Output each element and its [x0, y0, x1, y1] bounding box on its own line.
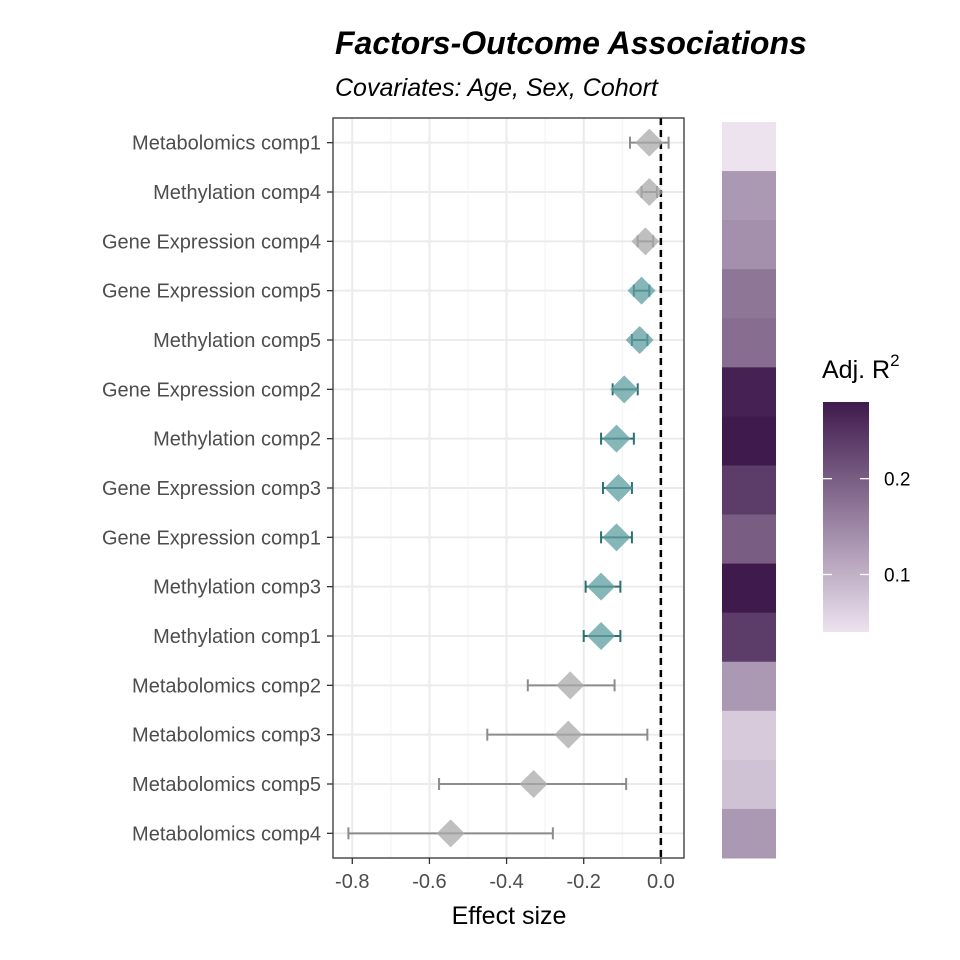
forest-row: [610, 375, 639, 404]
y-tick-label: Methylation comp4: [153, 182, 321, 204]
forest-row: [584, 572, 622, 601]
x-tick-label: 0.0: [647, 871, 675, 893]
y-tick-label: Gene Expression comp3: [102, 478, 321, 500]
x-axis: -0.8 -0.6 -0.4 -0.2 0.0: [335, 858, 675, 893]
legend-ticks: 0.1 0.2: [823, 470, 910, 587]
x-axis-title: Effect size: [452, 902, 567, 930]
y-tick-label: Gene Expression comp2: [102, 379, 321, 401]
legend-title-text: Adj. R: [822, 356, 890, 384]
forest-row: [438, 770, 628, 798]
y-tick-label: Methylation comp3: [153, 577, 321, 599]
estimate-diamond: [554, 720, 583, 749]
estimate-diamond: [519, 770, 548, 798]
heat-cell: [722, 416, 776, 466]
heat-cell: [722, 122, 776, 172]
estimate-diamond: [556, 671, 585, 700]
estimate-diamond: [631, 227, 660, 256]
y-tick-label: Metabolomics comp5: [132, 774, 321, 796]
y-tick-label: Methylation comp2: [153, 429, 321, 451]
estimate-diamond: [436, 819, 465, 848]
forest-row: [600, 424, 635, 453]
heat-cell: [722, 661, 776, 712]
y-tick-label: Gene Expression comp4: [102, 231, 321, 253]
legend-tick-label: 0.1: [884, 566, 910, 587]
forest-row: [600, 523, 633, 552]
y-tick-label: Gene Expression comp1: [102, 527, 321, 549]
forest-row: [631, 227, 660, 256]
chart-title: Factors-Outcome Associations: [335, 25, 807, 61]
plot-panel: [332, 117, 685, 859]
x-tick-label: -0.8: [335, 871, 369, 893]
forest-row: [629, 128, 670, 157]
heat-cell: [722, 171, 776, 221]
adj-r2-heat-strip: [722, 122, 776, 859]
x-tick-label: -0.2: [566, 871, 600, 893]
estimate-diamond: [610, 375, 639, 404]
heat-cell: [722, 367, 776, 417]
estimate-diamond: [627, 276, 656, 305]
y-tick-label: Gene Expression comp5: [102, 281, 321, 303]
y-tick-label: Metabolomics comp2: [132, 675, 321, 697]
heat-cell: [722, 318, 776, 368]
y-tick-label: Metabolomics comp3: [132, 725, 321, 747]
legend-colorbar: [823, 402, 869, 632]
heat-cell: [722, 269, 776, 319]
heat-cell: [722, 563, 776, 614]
heat-cell: [722, 759, 776, 810]
legend-title-superscript: 2: [890, 351, 899, 370]
forest-row: [625, 326, 654, 354]
estimate-diamond: [602, 424, 631, 453]
forest-row: [635, 178, 664, 206]
estimate-diamond: [587, 572, 616, 601]
y-tick-label: Methylation comp1: [153, 626, 321, 648]
estimate-diamond: [635, 178, 664, 206]
estimate-diamond: [587, 622, 616, 650]
heat-cell: [722, 465, 776, 516]
estimate-diamond: [602, 523, 631, 552]
forest-row: [602, 474, 633, 502]
colorbar-legend: Adj. R2 0.1 0.2: [822, 351, 910, 632]
heat-cell: [722, 514, 776, 565]
y-tick-label: Methylation comp5: [153, 330, 321, 352]
y-tick-label: Metabolomics comp1: [132, 133, 321, 155]
heat-cell: [722, 612, 776, 663]
forest-row: [526, 671, 616, 700]
x-tick-label: -0.6: [412, 871, 446, 893]
chart-subtitle: Covariates: Age, Sex, Cohort: [335, 74, 659, 102]
y-tick-label: Metabolomics comp4: [132, 823, 321, 845]
legend-tick-label: 0.2: [884, 470, 910, 491]
legend-title: Adj. R2: [822, 351, 900, 384]
heat-cell: [722, 220, 776, 270]
estimate-diamond: [635, 128, 664, 157]
x-tick-label: -0.4: [489, 871, 523, 893]
forest-row: [582, 622, 622, 650]
heat-cell: [722, 808, 776, 859]
y-axis-labels: Metabolomics comp1 Methylation comp4 Gene …: [102, 133, 333, 845]
heat-cell: [722, 710, 776, 761]
forest-row: [347, 819, 554, 848]
forest-row: [486, 720, 649, 749]
estimate-diamond: [625, 326, 654, 354]
forest-row: [627, 276, 656, 305]
estimate-diamond: [604, 474, 633, 502]
